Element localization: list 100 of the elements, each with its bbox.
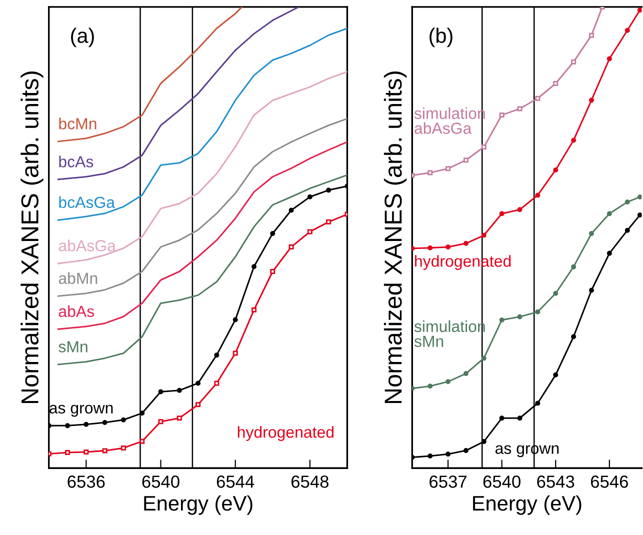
y-axis-title: Normalized XANES (arb. units) <box>384 72 407 404</box>
point <box>446 452 451 457</box>
point <box>84 422 89 427</box>
point <box>428 384 433 389</box>
point <box>535 309 540 314</box>
point <box>307 229 312 234</box>
series-label: as grown <box>50 404 113 417</box>
x-tick-label: 6546 <box>591 476 628 488</box>
point <box>606 250 612 256</box>
point <box>288 208 294 213</box>
point <box>535 96 540 101</box>
point <box>589 230 594 236</box>
text: (a) <box>71 28 94 48</box>
point <box>428 245 433 250</box>
point <box>499 112 504 118</box>
point <box>553 372 558 378</box>
point <box>553 167 558 172</box>
point <box>288 244 294 250</box>
point <box>428 453 433 458</box>
point <box>158 419 164 424</box>
point <box>553 290 558 296</box>
point <box>463 371 468 376</box>
point <box>606 56 612 62</box>
point <box>214 380 220 386</box>
point <box>535 192 540 198</box>
point <box>428 170 433 176</box>
point <box>571 264 576 270</box>
x-tick-label: 6536 <box>68 476 105 488</box>
point <box>326 219 332 224</box>
point <box>589 288 594 293</box>
point <box>120 417 126 422</box>
series-label: abMn <box>58 272 98 284</box>
point <box>102 420 108 426</box>
point <box>463 240 468 246</box>
x-tick-label: 6540 <box>483 476 520 488</box>
x-tick-label: 6540 <box>142 476 180 488</box>
text: hydrogenated <box>238 426 334 441</box>
point <box>65 423 70 428</box>
point <box>140 410 145 416</box>
point <box>517 207 522 212</box>
point <box>481 356 486 361</box>
point <box>637 8 642 13</box>
point <box>589 98 594 103</box>
point <box>251 264 256 270</box>
point <box>499 211 504 216</box>
point <box>446 166 451 172</box>
point <box>481 439 486 444</box>
point <box>499 317 504 322</box>
series-label: bcAsGa <box>59 196 116 208</box>
point <box>571 59 576 64</box>
x-tick-label: 6543 <box>537 476 574 488</box>
point <box>65 450 70 455</box>
point <box>176 388 182 393</box>
point <box>102 448 108 454</box>
point <box>571 334 576 340</box>
point <box>120 446 126 451</box>
point <box>624 228 630 233</box>
point <box>232 317 238 322</box>
series-label: abAsGa <box>58 240 116 252</box>
point <box>481 144 486 150</box>
point <box>84 450 89 455</box>
point <box>158 389 164 394</box>
point <box>251 307 256 312</box>
point <box>624 28 630 33</box>
point <box>176 416 182 421</box>
point <box>606 211 612 216</box>
point <box>481 232 486 238</box>
point <box>140 438 145 444</box>
point <box>637 194 642 200</box>
point <box>535 400 540 406</box>
x-axis-title: Energy (eV) <box>473 495 582 515</box>
point <box>196 380 201 386</box>
series-label: abAs <box>58 305 94 318</box>
point <box>517 416 522 421</box>
point <box>232 350 238 356</box>
point <box>326 188 332 193</box>
point <box>446 244 451 250</box>
point <box>446 379 451 384</box>
point <box>307 194 312 200</box>
point <box>624 199 630 204</box>
series-label: bcMn <box>59 118 96 130</box>
point <box>270 231 276 236</box>
point <box>517 314 522 320</box>
point <box>589 32 594 38</box>
text: (b) <box>430 28 452 48</box>
point <box>196 402 201 408</box>
y-axis-title: Normalized XANES (arb. units) <box>20 72 44 404</box>
series-label: sMn <box>58 341 88 352</box>
point <box>463 448 468 454</box>
x-tick-label: 6548 <box>292 476 328 488</box>
point <box>517 106 522 112</box>
point <box>571 138 576 143</box>
x-tick-label: 6544 <box>216 476 254 488</box>
x-tick-label: 6537 <box>430 476 466 488</box>
point <box>270 269 276 274</box>
x-axis-title: Energy (eV) <box>144 495 252 515</box>
point <box>463 158 468 163</box>
point <box>214 352 220 358</box>
point <box>499 416 504 421</box>
point <box>637 212 642 218</box>
